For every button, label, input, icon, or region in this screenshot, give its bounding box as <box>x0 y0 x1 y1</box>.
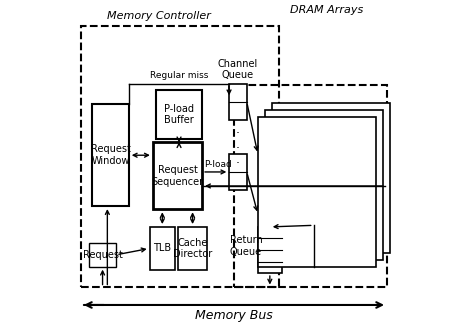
Bar <box>178 227 207 270</box>
Bar <box>265 110 383 260</box>
Text: ·
·
·: · · · <box>236 127 240 170</box>
Text: Request
Window: Request Window <box>91 144 131 166</box>
Bar <box>156 90 202 139</box>
Text: TLB: TLB <box>153 243 171 254</box>
Bar <box>89 243 116 267</box>
Text: Request
Sequencer: Request Sequencer <box>151 165 204 187</box>
Text: DRAM Arrays: DRAM Arrays <box>290 5 363 15</box>
Text: Cache
Director: Cache Director <box>173 238 212 259</box>
Bar <box>234 85 387 287</box>
Bar <box>81 26 278 287</box>
Text: Regular miss: Regular miss <box>150 72 208 80</box>
Text: P-load: P-load <box>204 161 232 169</box>
Text: Memory Bus: Memory Bus <box>195 309 273 322</box>
Text: P-load
Buffer: P-load Buffer <box>164 104 194 125</box>
Bar <box>229 154 247 190</box>
Text: Memory Controller: Memory Controller <box>107 11 211 21</box>
Bar <box>229 84 247 120</box>
Bar <box>272 103 390 253</box>
Bar <box>92 104 129 206</box>
Text: Return
Queue: Return Queue <box>230 235 263 257</box>
Bar <box>258 227 282 273</box>
Text: Channel
Queue: Channel Queue <box>218 59 258 80</box>
Bar <box>258 117 376 267</box>
Text: Request: Request <box>83 250 123 260</box>
Bar <box>150 227 175 270</box>
Bar <box>153 142 202 209</box>
